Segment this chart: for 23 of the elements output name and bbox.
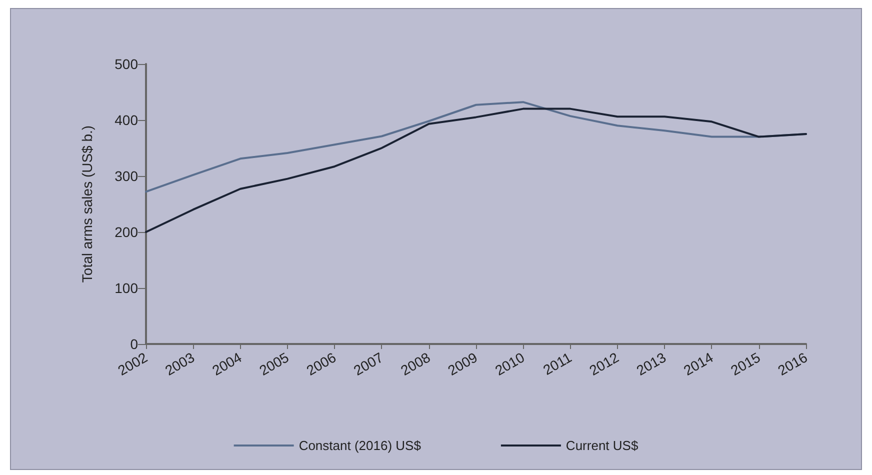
y-tick-label: 400 (114, 112, 138, 128)
x-tick-label: 2013 (634, 348, 669, 378)
x-tick-label: 2009 (445, 348, 480, 378)
x-tick-label: 2006 (304, 348, 339, 378)
x-tick-label: 2016 (775, 348, 810, 378)
x-tick-label: 2012 (586, 348, 622, 378)
y-tick-label: 500 (114, 56, 138, 72)
line-series (145, 108, 807, 233)
x-tick-label: 2003 (162, 348, 198, 378)
x-tick-label: 2015 (728, 348, 764, 378)
x-tick-label: 2008 (398, 348, 434, 378)
legend-label: Current US$ (566, 438, 639, 453)
y-tick-label: 100 (114, 280, 138, 296)
x-tick-label: 2007 (350, 348, 386, 378)
x-tick-label: 2010 (492, 348, 528, 378)
x-tick-label: 2004 (209, 348, 244, 378)
y-axis-title: Total arms sales (US$ b.) (79, 125, 95, 283)
legend-label: Constant (2016) US$ (298, 438, 422, 453)
x-tick-label: 2014 (680, 348, 716, 378)
y-tick-label: 200 (114, 224, 138, 240)
y-tick-label: 300 (114, 168, 138, 184)
x-tick-label: 2005 (256, 348, 292, 378)
x-tick-label: 2011 (540, 348, 574, 378)
